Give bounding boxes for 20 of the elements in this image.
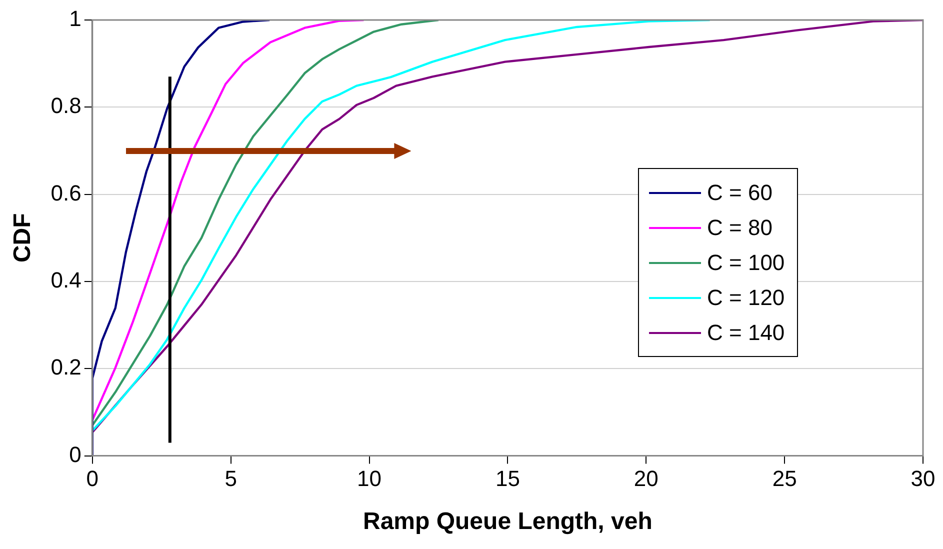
legend-label: C = 120 xyxy=(707,284,785,311)
y-tick-label: 0.6 xyxy=(50,180,82,206)
y-tick-label: 0 xyxy=(69,442,82,467)
y-tick-label: 0.4 xyxy=(50,268,82,293)
legend-label: C = 140 xyxy=(707,320,785,346)
x-tick-label: 10 xyxy=(357,466,382,492)
legend-label: C = 60 xyxy=(707,180,772,206)
x-tick-label: 20 xyxy=(634,466,658,492)
y-tick-label: 0.2 xyxy=(50,354,82,380)
x-axis-title: Ramp Queue Length, veh xyxy=(363,508,652,536)
y-tick-label: 0.8 xyxy=(50,93,82,118)
x-tick-label: 0 xyxy=(86,466,99,492)
y-tick-label: 1 xyxy=(69,6,82,32)
x-tick-label: 25 xyxy=(772,466,797,492)
x-tick-label: 15 xyxy=(495,466,520,492)
legend-label: C = 100 xyxy=(707,250,785,276)
legend-label: C = 80 xyxy=(707,214,772,241)
x-tick-label: 5 xyxy=(224,466,237,492)
x-tick-label: 30 xyxy=(910,466,936,492)
y-axis-title: CDF xyxy=(9,213,36,263)
